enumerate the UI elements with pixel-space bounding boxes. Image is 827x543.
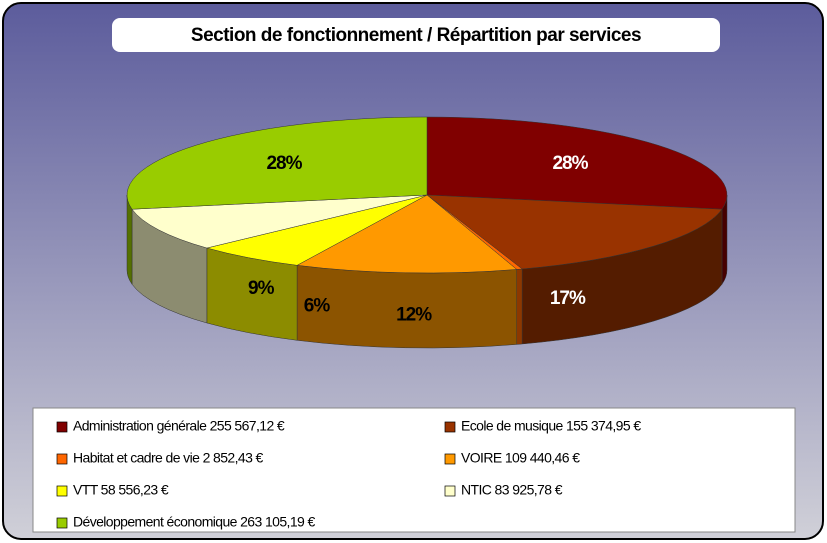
legend-label: Ecole de musique 155 374,95 € xyxy=(461,418,641,434)
data-label: 28% xyxy=(266,153,302,174)
slice xyxy=(131,194,428,249)
legend-box xyxy=(32,407,796,533)
data-label: 28% xyxy=(552,153,588,174)
legend-swatch xyxy=(444,453,456,465)
legend-swatch xyxy=(56,485,68,497)
legend-swatch xyxy=(56,421,68,433)
chart-title: Section de fonctionnement / Répartition … xyxy=(191,25,641,46)
title-box xyxy=(112,18,720,52)
legend-label: Administration générale 255 567,12 € xyxy=(73,418,285,434)
legend-swatch xyxy=(56,517,68,529)
slice-side xyxy=(516,268,523,345)
slice xyxy=(296,194,518,274)
slice xyxy=(126,116,428,210)
legend-label: NTIC 83 925,78 € xyxy=(461,482,563,498)
slice xyxy=(426,194,723,270)
legend-swatch xyxy=(444,485,456,497)
legend-swatch xyxy=(56,453,68,465)
legend-label: Habitat et cadre de vie 2 852,43 € xyxy=(73,450,264,466)
data-label: 17% xyxy=(550,288,586,309)
data-label: 12% xyxy=(396,305,432,326)
data-label: 6% xyxy=(304,295,331,316)
legend-swatch xyxy=(444,421,456,433)
legend-label: VTT 58 556,23 € xyxy=(73,482,169,498)
legend-label: VOIRE 109 440,46 € xyxy=(461,450,580,466)
data-label: 9% xyxy=(248,278,275,299)
slice xyxy=(426,116,728,210)
legend-label: Développement économique 263 105,19 € xyxy=(73,514,315,530)
